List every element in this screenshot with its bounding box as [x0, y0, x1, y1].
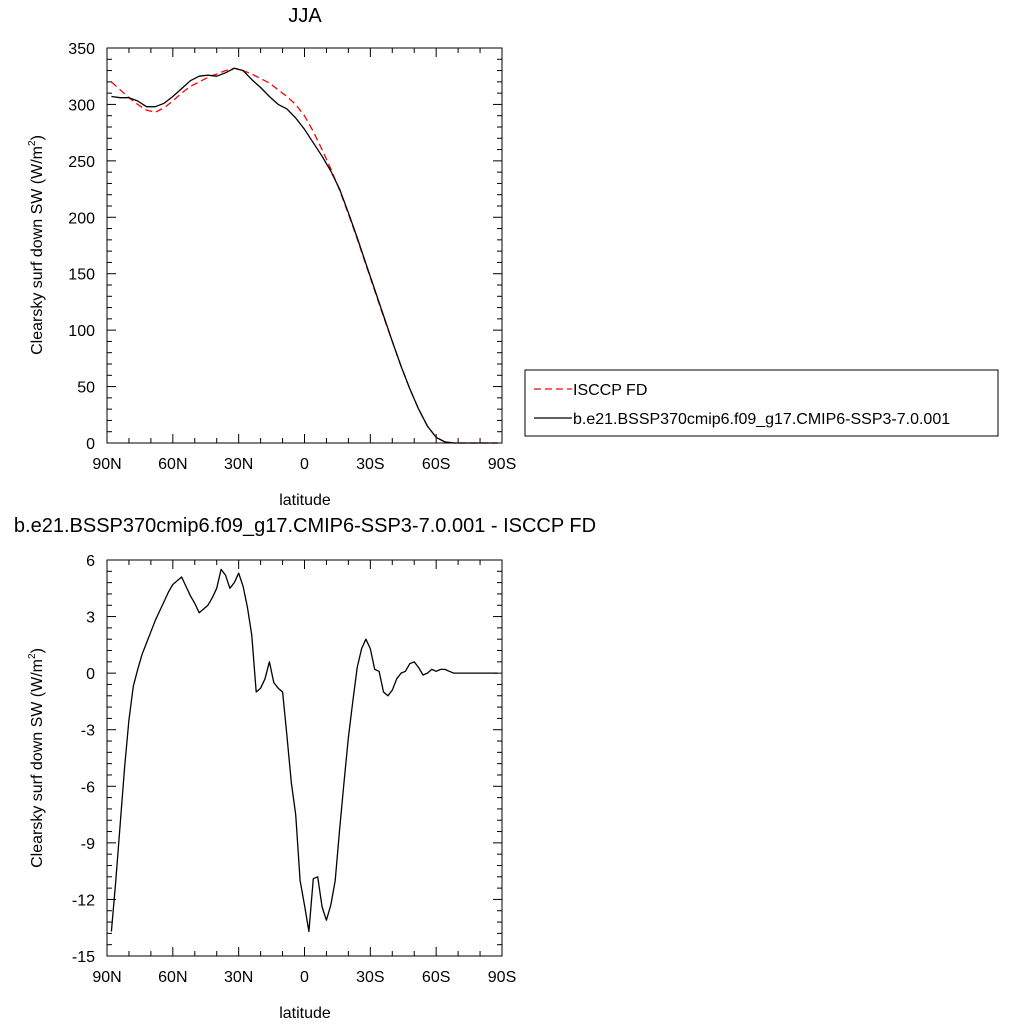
- chart-top-y-tick-label: 150: [68, 267, 95, 284]
- chart-bottom-x-tick-label: 0: [300, 969, 309, 986]
- chart-top-x-tick-label: 30S: [356, 456, 384, 473]
- chart-bottom-x-tick-label: 90N: [92, 969, 121, 986]
- chart-top-title: JJA: [288, 5, 322, 27]
- chart-bottom-y-axis-label: Clearsky surf down SW (W/m2): [27, 648, 46, 868]
- chart-bottom-series-layer: [110, 568, 498, 933]
- chart-bottom-y-tick-label: -6: [81, 779, 95, 796]
- chart-bottom-x-tick-label: 30S: [356, 969, 384, 986]
- chart-bottom-x-axis: 90N 60N 30N 0 30S 60S 90S: [92, 560, 516, 986]
- chart-top-plot-frame: [106, 47, 503, 444]
- chart-top-x-tick-label: 60S: [422, 456, 450, 473]
- legend-label-isccp: ISCCP FD: [573, 382, 647, 399]
- chart-top-series-line-1: [111, 67, 498, 444]
- chart-bottom-y-tick-label: -12: [72, 892, 95, 909]
- chart-top-x-axis: 90N 60N 30N 0 30S 60S 90S: [92, 48, 516, 473]
- chart-bottom-y-tick-label: 6: [86, 553, 95, 570]
- chart-bottom-y-axis: -15 -12 -9 -6 -3 0 3 6: [72, 553, 502, 966]
- chart-top-y-tick-label: 300: [68, 97, 95, 114]
- chart-top-y-tick-label: 250: [68, 154, 95, 171]
- chart-top-y-tick-label: 0: [86, 436, 95, 453]
- chart-bottom-y-tick-label: -3: [81, 723, 95, 740]
- chart-top-x-tick-label: 60N: [158, 456, 187, 473]
- chart-top-y-tick-label: 50: [77, 380, 95, 397]
- chart-top-x-tick-label: 90S: [488, 456, 516, 473]
- chart-top-y-axis-label: Clearsky surf down SW (W/m2): [27, 135, 46, 355]
- chart-top-x-tick-label: 90N: [92, 456, 121, 473]
- chart-top-x-tick-label: 0: [300, 456, 309, 473]
- chart-top-x-axis-label: latitude: [279, 492, 331, 509]
- chart-top: JJA 0 50 100 150 200 250 300 350 90N 60N 30N 0 30S 6…: [27, 5, 516, 509]
- chart-top-y-axis: 0 50 100 150 200 250 300 350: [68, 41, 502, 453]
- chart-top-series-layer: [110, 67, 498, 444]
- chart-top-y-tick-label: 100: [68, 323, 95, 340]
- chart-bottom-x-tick-label: 90S: [488, 969, 516, 986]
- chart-bottom-y-tick-label: -15: [72, 949, 95, 966]
- chart-bottom-x-tick-label: 60S: [422, 969, 450, 986]
- chart-bottom: b.e21.BSSP370cmip6.f09_g17.CMIP6-SSP3-7.…: [14, 515, 596, 1022]
- chart-bottom-title: b.e21.BSSP370cmip6.f09_g17.CMIP6-SSP3-7.…: [14, 515, 596, 537]
- chart-bottom-x-tick-label: 60N: [158, 969, 187, 986]
- chart-bottom-series-line-0: [110, 568, 498, 933]
- chart-bottom-plot-frame: [106, 559, 503, 957]
- chart-top-x-tick-label: 30N: [224, 456, 253, 473]
- legend-label-model: b.e21.BSSP370cmip6.f09_g17.CMIP6-SSP3-7.…: [573, 411, 950, 428]
- chart-top-y-tick-label: 350: [68, 41, 95, 58]
- chart-bottom-x-tick-label: 30N: [224, 969, 253, 986]
- legend-box: [524, 369, 999, 437]
- chart-bottom-y-tick-label: -9: [81, 836, 95, 853]
- chart-top-series-line-0: [110, 67, 498, 444]
- legend: ISCCP FD b.e21.BSSP370cmip6.f09_g17.CMIP…: [524, 369, 999, 437]
- chart-bottom-y-tick-label: 3: [86, 610, 95, 627]
- chart-top-y-tick-label: 200: [68, 210, 95, 227]
- chart-bottom-x-axis-label: latitude: [279, 1005, 331, 1022]
- chart-bottom-y-tick-label: 0: [86, 666, 95, 683]
